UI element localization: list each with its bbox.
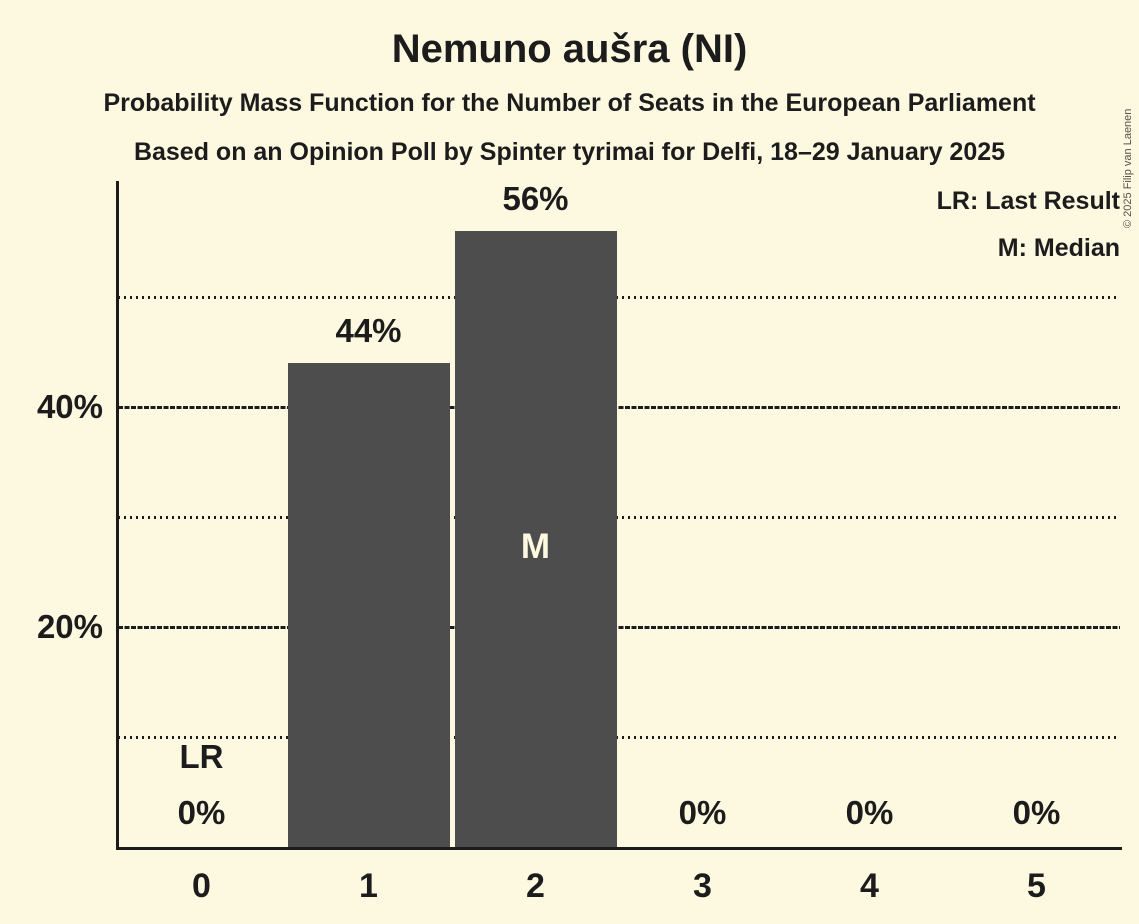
legend-median: M: Median [997,234,1120,262]
copyright-notice: © 2025 Filip van Laenen [1122,6,1137,228]
x-tick-label-0: 0 [192,867,211,905]
x-tick-label-1: 1 [359,867,378,905]
x-tick-label-4: 4 [860,867,879,905]
x-tick-label-3: 3 [693,867,712,905]
gridline-30pct [118,516,1120,519]
chart-subtitle: Probability Mass Function for the Number… [103,89,1036,117]
bar-value-label-4: 0% [845,794,894,831]
y-tick-label-40: 40% [36,388,103,425]
x-tick-label-2: 2 [526,867,545,905]
gridline-20pct [118,625,1120,629]
plot-area: 0% 44% 56% 0% 0% 0% LR M [118,180,1120,847]
bar-value-label-0: 0% [177,794,226,831]
chart-source-line: Based on an Opinion Poll by Spinter tyri… [133,138,1006,166]
x-axis-line [116,847,1122,850]
copyright-text: © 2025 Filip van Laenen [1122,108,1134,228]
bar-value-label-2: 56% [502,180,569,217]
gridline-40pct [118,405,1120,409]
chart-title: Nemuno aušra (NI) [391,27,748,71]
legend-last-result: LR: Last Result [936,187,1120,215]
last-result-label: LR [179,738,224,775]
bar-value-label-3: 0% [678,794,727,831]
bar-seats-1 [287,363,450,847]
median-label: M [520,527,551,566]
y-axis-line [116,181,119,850]
bar-value-label-1: 44% [335,312,402,349]
bar-seats-2 [454,231,617,847]
bar-value-label-5: 0% [1012,794,1061,831]
x-tick-label-5: 5 [1027,867,1046,905]
gridline-10pct [118,736,1120,739]
y-tick-label-20: 20% [36,608,103,645]
gridline-50pct [118,296,1120,299]
